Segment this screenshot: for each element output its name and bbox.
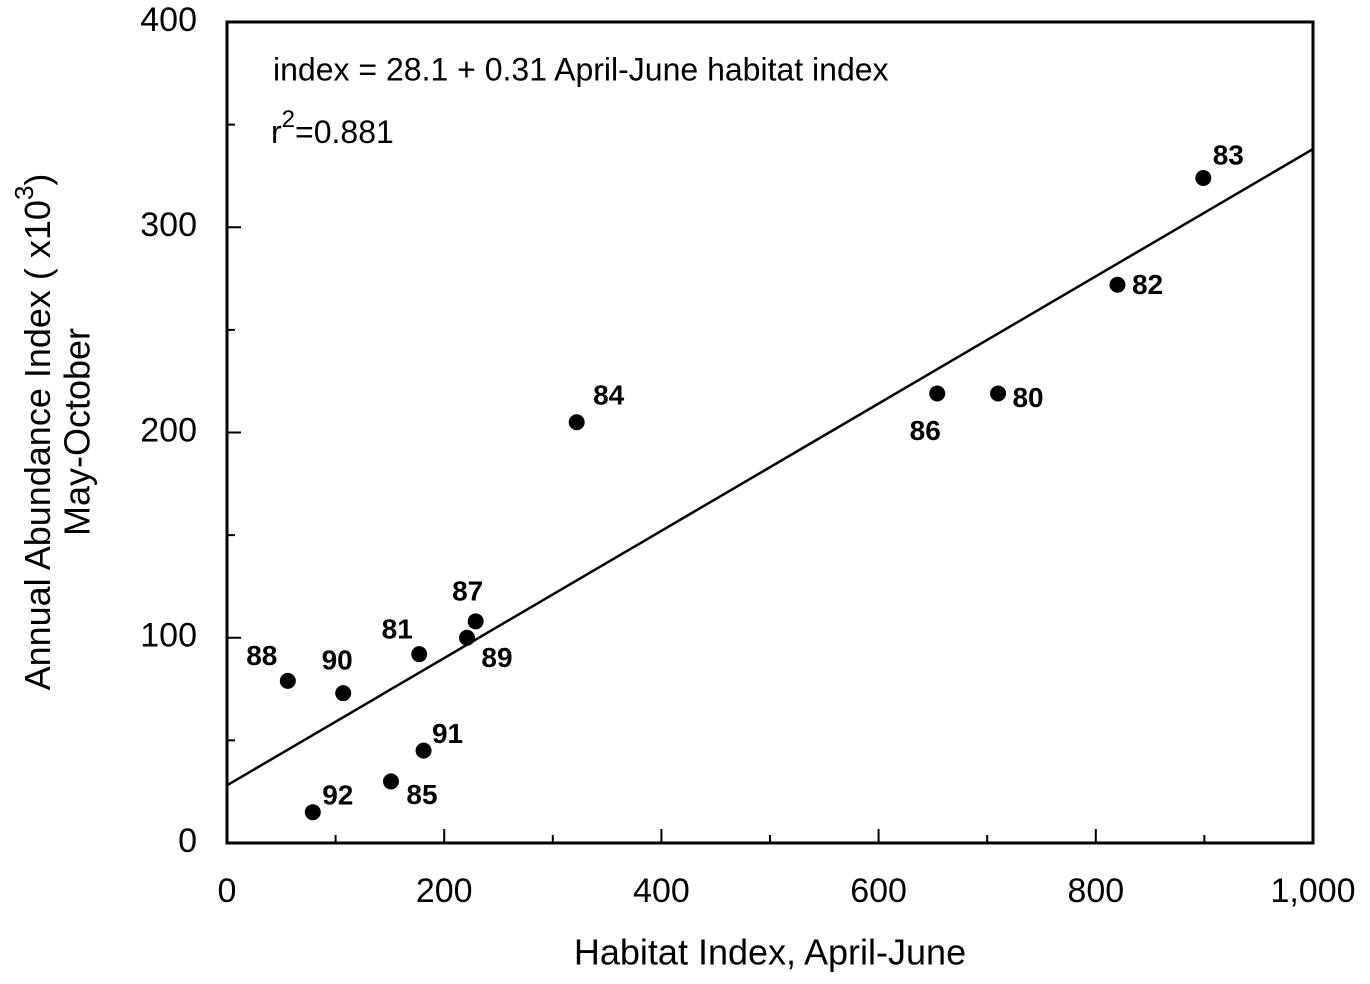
y-axis-label: Annual Abundance Index ( x103) May-Octob…	[9, 174, 98, 691]
x-tick-label: 200	[416, 872, 473, 910]
y-tick-label: 100	[140, 617, 197, 655]
point-label: 91	[432, 718, 463, 749]
point-label: 92	[322, 780, 353, 811]
point-label: 85	[406, 779, 437, 810]
point-label: 84	[593, 380, 625, 411]
point-label: 89	[481, 642, 512, 673]
point-label: 87	[452, 576, 483, 607]
point	[459, 629, 476, 646]
r-rest: =0.881	[295, 114, 394, 150]
point	[382, 773, 399, 790]
point	[568, 414, 585, 431]
point-label: 86	[910, 415, 941, 446]
x-tick-label: 1,000	[1270, 872, 1355, 910]
point-label: 88	[246, 640, 277, 671]
x-tick-label: 600	[850, 872, 907, 910]
r-squared: r2=0.881	[271, 106, 394, 150]
point	[1195, 169, 1212, 186]
point	[990, 385, 1007, 402]
r-sup: 2	[282, 106, 295, 133]
point	[411, 646, 428, 663]
fit-line	[226, 147, 1314, 787]
y-axis-label-line1: Annual Abundance Index ( x103)	[9, 174, 58, 691]
y-tick-label: 400	[140, 1, 197, 39]
equation: index = 28.1 + 0.31 April-June habitat i…	[273, 51, 889, 87]
y-tick-label: 300	[140, 206, 197, 244]
point	[929, 385, 946, 402]
point-label: 81	[382, 614, 413, 645]
y-axis-label-line2: May-October	[57, 328, 98, 536]
point-label: 82	[1132, 269, 1163, 300]
y-label-sup: 3	[9, 186, 39, 200]
point-label: 90	[322, 645, 353, 676]
r-base: r	[271, 114, 282, 150]
point	[467, 613, 484, 630]
x-tick-label: 800	[1067, 872, 1124, 910]
point	[304, 804, 321, 821]
point-label: 83	[1213, 139, 1244, 170]
x-tick-label: 0	[218, 872, 237, 910]
point	[335, 685, 352, 702]
y-tick-label: 200	[140, 411, 197, 449]
x-tick-label: 400	[633, 872, 690, 910]
point	[415, 742, 432, 759]
point	[279, 672, 296, 689]
x-axis-label: Habitat Index, April-June	[574, 932, 966, 973]
y-label-main: Annual Abundance Index ( x10	[17, 200, 58, 690]
point	[1109, 276, 1126, 293]
y-tick-label: 0	[178, 822, 197, 860]
y-label-close: )	[17, 174, 58, 186]
point-label: 80	[1012, 382, 1043, 413]
